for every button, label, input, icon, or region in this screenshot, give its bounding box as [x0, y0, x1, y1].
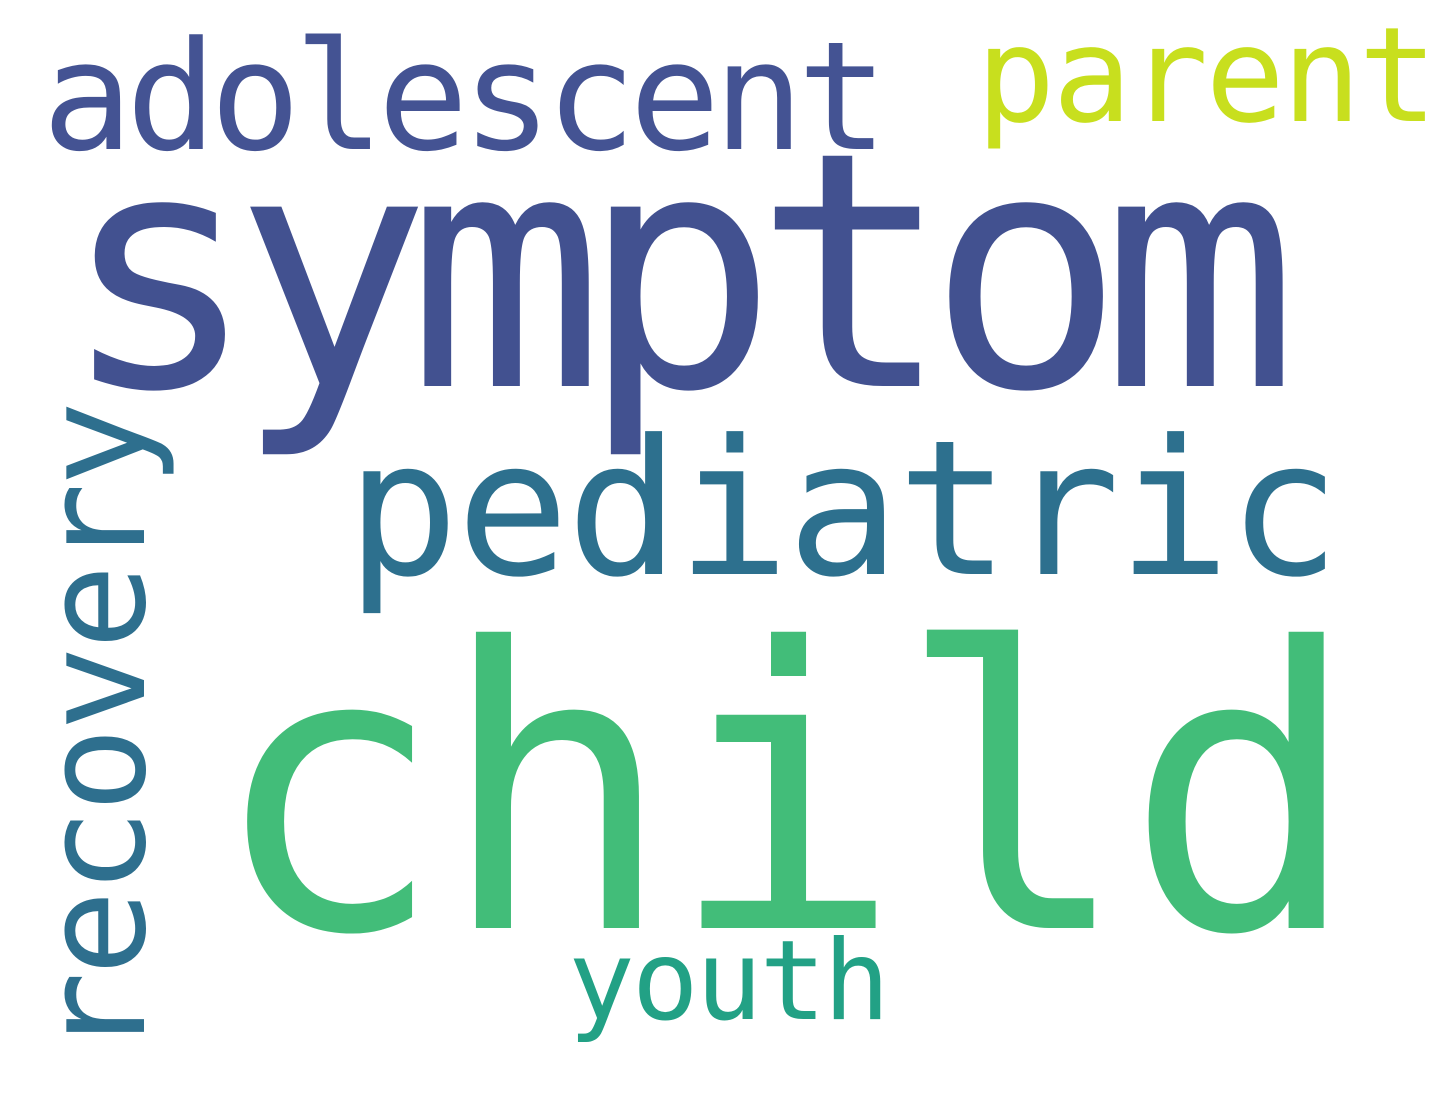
word-adolescent: adolescent [42, 9, 888, 185]
word-symptom: symptom [60, 83, 1298, 464]
word-recovery: recovery [13, 405, 178, 1057]
word-child: child [210, 566, 1360, 1020]
word-youth: youth [568, 917, 890, 1046]
word-pediatric: pediatric [346, 400, 1341, 619]
word-parent: parent [976, 0, 1438, 153]
